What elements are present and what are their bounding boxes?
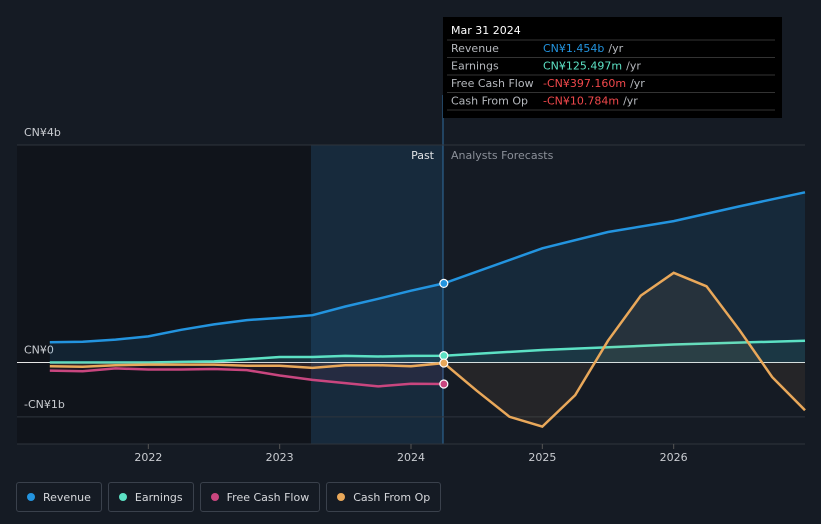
series-line bbox=[49, 191, 806, 344]
tooltip: Mar 31 2024 Revenue CN¥1.454b/yr Earnings C… bbox=[443, 17, 782, 118]
tooltip-value: -CN¥397.160m/yr bbox=[543, 77, 645, 90]
past-label: Past bbox=[411, 149, 435, 162]
forecast-label: Analysts Forecasts bbox=[451, 149, 554, 162]
legend-label: Earnings bbox=[134, 490, 183, 504]
series-line bbox=[49, 339, 806, 364]
current-point bbox=[439, 379, 449, 389]
tooltip-value: CN¥125.497m/yr bbox=[543, 60, 641, 73]
x-tick-label: 2022 bbox=[134, 451, 162, 464]
y-tick-label: CN¥0 bbox=[24, 343, 54, 356]
tooltip-date: Mar 31 2024 bbox=[451, 24, 521, 37]
legend-item[interactable]: Cash From Op bbox=[326, 482, 442, 512]
history-shade bbox=[17, 145, 311, 444]
series-line bbox=[49, 271, 806, 429]
tooltip-box bbox=[443, 17, 782, 118]
past-shade bbox=[311, 145, 443, 444]
x-tick-label: 2024 bbox=[397, 451, 425, 464]
legend-item[interactable]: Free Cash Flow bbox=[199, 482, 321, 512]
legend-label: Free Cash Flow bbox=[226, 490, 310, 504]
legend-swatch bbox=[118, 493, 127, 501]
x-tick-label: 2025 bbox=[528, 451, 556, 464]
legend-swatch bbox=[27, 493, 35, 501]
tooltip-unit: /yr bbox=[630, 77, 645, 90]
tooltip-value: -CN¥10.784m/yr bbox=[543, 95, 638, 108]
x-tick-label: 2026 bbox=[660, 451, 688, 464]
tooltip-amount: -CN¥10.784m bbox=[543, 95, 619, 108]
series-line bbox=[49, 367, 444, 388]
legend-item[interactable]: Revenue bbox=[16, 482, 102, 512]
y-tick-label: -CN¥1b bbox=[24, 398, 65, 411]
series-area bbox=[49, 340, 806, 363]
tooltip-label: Cash From Op bbox=[451, 95, 528, 108]
tooltip-label: Earnings bbox=[451, 60, 499, 73]
legend-item[interactable]: Earnings bbox=[107, 482, 194, 512]
tooltip-label: Free Cash Flow bbox=[451, 77, 534, 90]
legend-label: Revenue bbox=[43, 490, 91, 504]
tooltip-label: Revenue bbox=[451, 42, 499, 55]
legend: Revenue Earnings Free Cash Flow Cash From O… bbox=[16, 482, 442, 512]
tooltip-amount: CN¥1.454b bbox=[543, 42, 604, 55]
x-tick-label: 2023 bbox=[266, 451, 294, 464]
series-area bbox=[49, 192, 806, 363]
tooltip-value: CN¥1.454b/yr bbox=[543, 42, 624, 55]
tooltip-amount: -CN¥397.160m bbox=[543, 77, 626, 90]
legend-label: Cash From Op bbox=[353, 490, 431, 504]
legend-swatch bbox=[210, 493, 219, 501]
tooltip-amount: CN¥125.497m bbox=[543, 60, 622, 73]
current-point bbox=[439, 358, 449, 368]
tooltip-unit: /yr bbox=[623, 95, 638, 108]
legend-swatch bbox=[337, 493, 346, 501]
current-point bbox=[439, 278, 449, 289]
tooltip-unit: /yr bbox=[626, 60, 641, 73]
series-area bbox=[49, 272, 806, 427]
tooltip-unit: /yr bbox=[608, 42, 623, 55]
y-tick-label: CN¥4b bbox=[24, 126, 61, 139]
